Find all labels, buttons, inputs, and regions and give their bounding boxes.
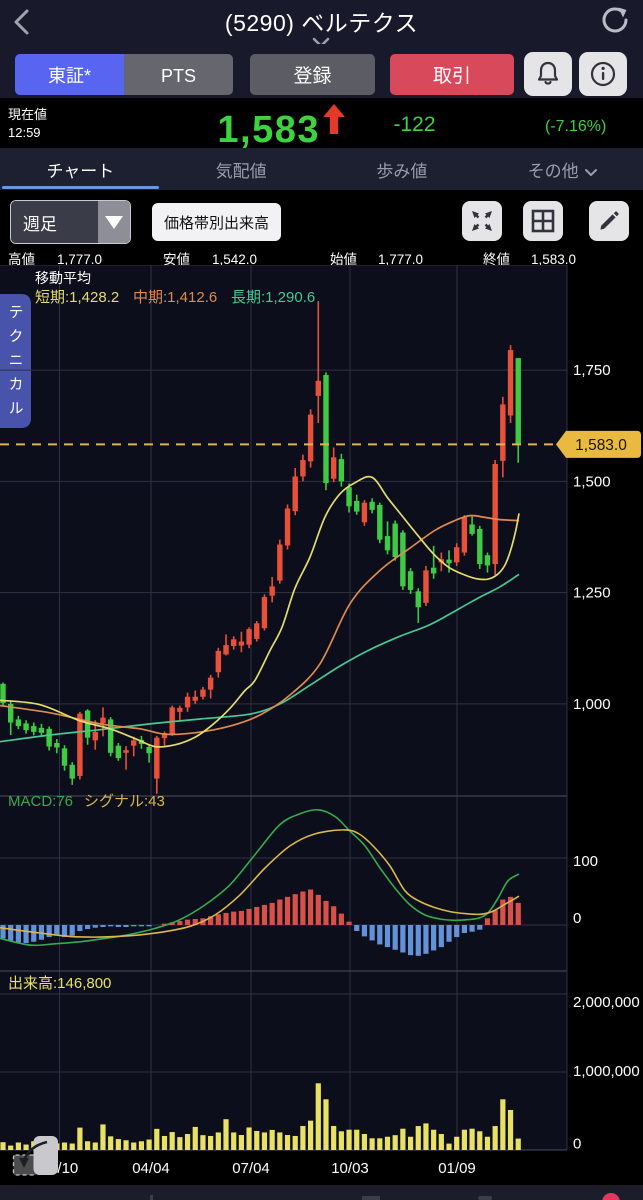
- draw-button[interactable]: [589, 201, 629, 241]
- trade-button[interactable]: 取引: [390, 54, 514, 95]
- bottom-navigation-bar: [0, 1185, 643, 1200]
- chart-controls-row: 週足 価格帯別出来高: [0, 190, 643, 247]
- volume-tick: 2,000,000: [573, 991, 640, 1012]
- low-value: 1,542.0: [212, 248, 258, 268]
- ma-short-line: [0, 475, 520, 748]
- macd-value-label: MACD:76: [8, 790, 73, 811]
- top-navigation-bar: (5290) ベルテクス: [0, 0, 643, 48]
- info-button[interactable]: [579, 52, 627, 96]
- open-value: 1,777.0: [378, 248, 424, 268]
- tab-quotes[interactable]: 気配値: [215, 156, 267, 182]
- nav-icon-fragment: [362, 1196, 380, 1200]
- quote-row: 現在値 12:59 1,583 -122 (-7.16%): [0, 98, 643, 153]
- info-icon: [590, 61, 616, 87]
- ma-mid-line: [0, 514, 520, 736]
- candles: [0, 301, 521, 794]
- open-label: 始値: [330, 248, 357, 268]
- price-change-percent: (-7.16%): [545, 112, 607, 136]
- current-price-label: 現在値: [8, 104, 48, 123]
- ma-mid-value: 中期:1,412.6: [133, 286, 217, 307]
- timeframe-select[interactable]: 週足: [10, 200, 131, 244]
- volume-value-label: 出来高:146,800: [8, 972, 111, 993]
- volume-profile-button[interactable]: 価格帯別出来高: [152, 203, 282, 241]
- ma-legend-title: 移動平均: [35, 268, 91, 288]
- close-label: 終値: [483, 248, 510, 268]
- expand-icon: [472, 211, 492, 231]
- page-title: (5290) ベルテクス: [224, 4, 419, 38]
- low-label: 安値: [163, 248, 190, 268]
- tab-ticks[interactable]: 歩み値: [376, 156, 428, 182]
- price-tick: 1,250: [573, 582, 611, 603]
- nav-icon-fragment: [478, 1196, 492, 1200]
- active-tab-underline: [2, 186, 159, 189]
- fullscreen-button[interactable]: [462, 201, 502, 241]
- date-tick: 01/09: [438, 1157, 476, 1178]
- price-change: -122: [393, 108, 436, 138]
- market-segment-control: 東証* PTS: [15, 54, 233, 95]
- alert-button[interactable]: [524, 52, 572, 96]
- price-tick: 1,500: [573, 470, 611, 491]
- tab-other[interactable]: その他: [482, 148, 643, 190]
- current-price-tag-label: 1,583.0: [575, 433, 627, 455]
- macd-tick: 0: [573, 907, 581, 928]
- back-button[interactable]: [8, 7, 38, 37]
- date-tick: 07/04: [232, 1157, 270, 1178]
- chevron-left-icon: [14, 9, 29, 35]
- dropdown-arrow-icon: [98, 201, 130, 243]
- timeframe-value: 週足: [11, 201, 98, 243]
- price-tick: 1,000: [573, 693, 611, 714]
- macd-signal-line: [0, 829, 520, 938]
- register-button[interactable]: 登録: [250, 54, 375, 95]
- volume-tick: 1,000,000: [573, 1060, 640, 1081]
- quote-time: 12:59: [8, 122, 41, 141]
- date-tick: 04/04: [132, 1157, 170, 1178]
- pencil-icon: [600, 211, 619, 230]
- macd-histogram: [0, 889, 521, 956]
- nav-icon-fragment: [150, 1195, 153, 1200]
- close-value: 1,583.0: [531, 248, 577, 268]
- grid-icon: [531, 209, 555, 233]
- date-tick: 10/03: [331, 1157, 369, 1178]
- tab-chart[interactable]: チャート: [0, 148, 161, 190]
- technical-side-tab[interactable]: テクニカル: [0, 294, 31, 428]
- pts-market-button[interactable]: PTS: [124, 54, 233, 95]
- ma-long-value: 長期:1,290.6: [231, 286, 315, 307]
- ohlc-summary-row: 高値 1,777.0 安値 1,542.0 始値 1,777.0 終値 1,58…: [0, 247, 643, 268]
- high-value: 1,777.0: [57, 248, 103, 268]
- current-price-value: 1,583: [217, 98, 320, 153]
- candlestick-chart[interactable]: テクニカル 1,750 1,500 1,250 1,000 100 0 2,000,000 1,…: [0, 265, 643, 1200]
- chart-pan-handle[interactable]: [12, 1136, 59, 1176]
- market-buttons-row: 東証* PTS 登録 取引: [0, 44, 643, 98]
- macd-signal-label: シグナル:43: [84, 790, 165, 811]
- notification-badge: [602, 1193, 620, 1200]
- current-price-tag: [556, 430, 641, 458]
- layout-grid-button[interactable]: [523, 201, 563, 241]
- high-label: 高値: [8, 248, 35, 268]
- ma-short-value: 短期:1,428.2: [35, 286, 119, 307]
- chevron-down-icon: [584, 157, 598, 182]
- tose-market-button[interactable]: 東証*: [15, 54, 124, 95]
- uptick-arrow-icon: [321, 102, 347, 141]
- section-tabs: チャート 気配値 歩み値 その他: [0, 148, 643, 190]
- price-tick: 1,750: [573, 359, 611, 380]
- refresh-icon: [602, 7, 628, 33]
- volume-tick: 0: [573, 1133, 581, 1154]
- macd-tick: 100: [573, 850, 598, 871]
- bell-icon: [537, 61, 559, 85]
- svg-text:テクニカル: テクニカル: [6, 301, 27, 421]
- refresh-button[interactable]: [598, 3, 632, 37]
